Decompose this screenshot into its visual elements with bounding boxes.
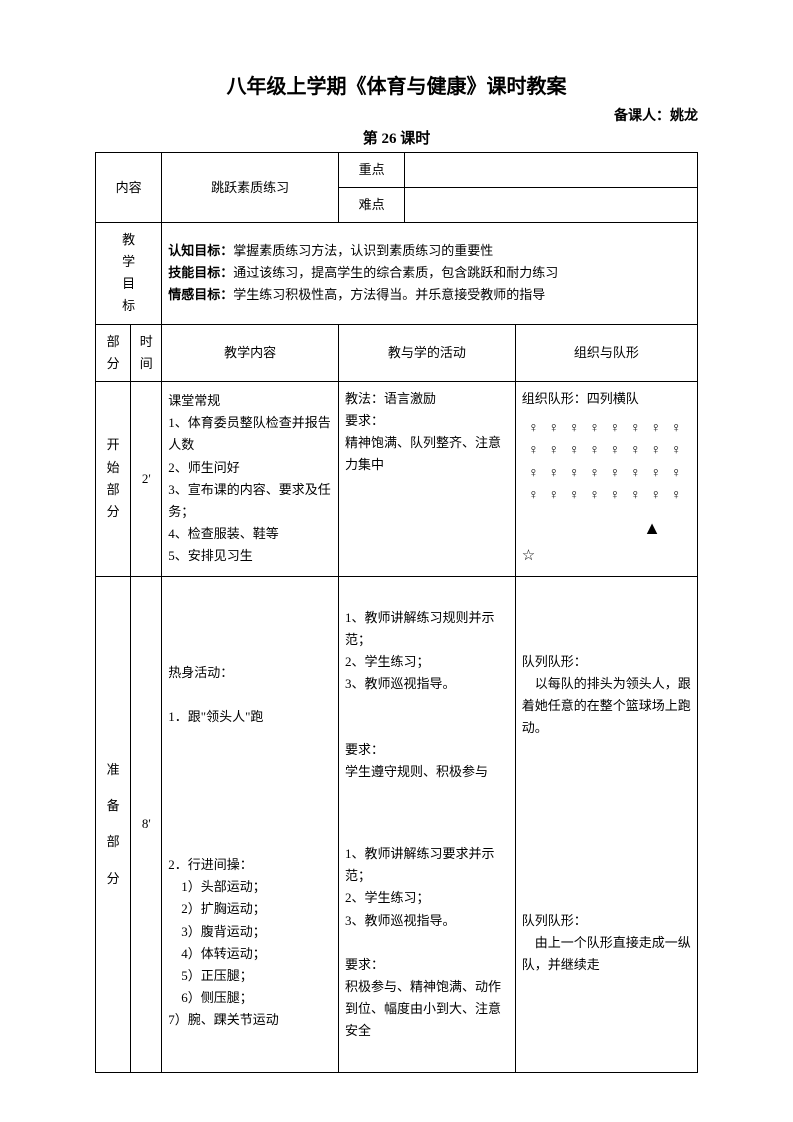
lesson-number: 第 26 课时	[95, 127, 698, 148]
goals-row: 教 学 目 标 认知目标：掌握素质练习方法，认识到素质练习的重要性 技能目标：通…	[96, 223, 698, 324]
goals-label-cell: 教 学 目 标	[96, 223, 162, 324]
prep-section-row-1: 准备部分 8' 热身活动： 1．跟"领头人"跑 1、教师讲解练习规则并示范； 2…	[96, 576, 698, 813]
lesson-plan-table: 内容 跳跃素质练习 重点 难点 教 学 目 标 认知目标：掌握素质练习方法，认识…	[95, 152, 698, 1073]
prep-content2-cell: 2．行进间操： 1）头部运动； 2）扩胸运动； 3）腹背运动； 4）体转运动； …	[162, 813, 339, 1072]
cognitive-goal-label: 认知目标：	[168, 243, 233, 258]
col-time-label: 时间	[131, 324, 162, 381]
goals-label-char3: 目	[102, 273, 155, 295]
content-value-cell: 跳跃素质练习	[162, 153, 339, 223]
emotion-goal-text: 学生练习积极性高，方法得当。并乐意接受教师的指导	[233, 287, 545, 302]
star-icon: ☆	[522, 544, 691, 570]
start-content-cell: 课堂常规 1、体育委员整队检查并报告人数 2、师生问好 3、宣布课的内容、要求及…	[162, 381, 339, 576]
author-line: 备课人：姚龙	[95, 105, 698, 125]
goals-label-char4: 标	[102, 295, 155, 317]
start-formation-cell: 组织队形：四列横队 ♀ ♀ ♀ ♀ ♀ ♀ ♀ ♀ ♀ ♀ ♀ ♀ ♀ ♀ ♀ …	[515, 381, 697, 576]
start-label-cell: 开始部分	[96, 381, 131, 576]
prep-content1-cell: 热身活动： 1．跟"领头人"跑	[162, 576, 339, 813]
formation-row-4: ♀ ♀ ♀ ♀ ♀ ♀ ♀ ♀	[522, 483, 691, 505]
col-part-label: 部分	[96, 324, 131, 381]
prep-formation1-cell: 队列队形： 以每队的排头为领头人，跟着她任意的在整个篮球场上跑动。	[515, 576, 697, 813]
cognitive-goal-text: 掌握素质练习方法，认识到素质练习的重要性	[233, 243, 493, 258]
difficulty-value-cell	[405, 188, 698, 223]
formation-row-2: ♀ ♀ ♀ ♀ ♀ ♀ ♀ ♀	[522, 438, 691, 460]
header-row-1: 内容 跳跃素质练习 重点	[96, 153, 698, 188]
start-activity-cell: 教法：语言激励 要求： 精神饱满、队列整齐、注意力集中	[339, 381, 516, 576]
prep-section-row-2: 2．行进间操： 1）头部运动； 2）扩胸运动； 3）腹背运动； 4）体转运动； …	[96, 813, 698, 1072]
goals-label-char1: 教	[102, 229, 155, 251]
start-time-cell: 2'	[131, 381, 162, 576]
formation-row-1: ♀ ♀ ♀ ♀ ♀ ♀ ♀ ♀	[522, 416, 691, 438]
skill-goal-label: 技能目标：	[168, 265, 233, 280]
skill-goal-text: 通过该练习，提高学生的综合素质，包含跳跃和耐力练习	[233, 265, 558, 280]
author-label: 备课人：	[614, 109, 670, 124]
keypoint-value-cell	[405, 153, 698, 188]
col-formation-label: 组织与队形	[515, 324, 697, 381]
content-label-cell: 内容	[96, 153, 162, 223]
prep-activity2-cell: 1、教师讲解练习要求并示范； 2、学生练习； 3、教师巡视指导。 要求： 积极参…	[339, 813, 516, 1072]
keypoint-label-cell: 重点	[339, 153, 405, 188]
column-header-row: 部分 时间 教学内容 教与学的活动 组织与队形	[96, 324, 698, 381]
teacher-triangle-icon: ▲	[522, 513, 661, 544]
col-teaching-label: 教学内容	[162, 324, 339, 381]
difficulty-label-cell: 难点	[339, 188, 405, 223]
formation-row-3: ♀ ♀ ♀ ♀ ♀ ♀ ♀ ♀	[522, 461, 691, 483]
page-title: 八年级上学期《体育与健康》课时教案	[95, 70, 698, 99]
prep-activity1-cell: 1、教师讲解练习规则并示范； 2、学生练习； 3、教师巡视指导。 要求： 学生遵…	[339, 576, 516, 813]
formation-text: 组织队形：四列横队	[522, 388, 691, 410]
start-section-row: 开始部分 2' 课堂常规 1、体育委员整队检查并报告人数 2、师生问好 3、宣布…	[96, 381, 698, 576]
col-activity-label: 教与学的活动	[339, 324, 516, 381]
author-name: 姚龙	[670, 109, 698, 124]
prep-time-cell: 8'	[131, 576, 162, 1073]
emotion-goal-label: 情感目标：	[168, 287, 233, 302]
prep-formation2-cell: 队列队形： 由上一个队形直接走成一纵队，并继续走	[515, 813, 697, 1072]
goals-label-char2: 学	[102, 251, 155, 273]
prep-label-cell: 准备部分	[96, 576, 131, 1073]
goals-content-cell: 认知目标：掌握素质练习方法，认识到素质练习的重要性 技能目标：通过该练习，提高学…	[162, 223, 698, 324]
